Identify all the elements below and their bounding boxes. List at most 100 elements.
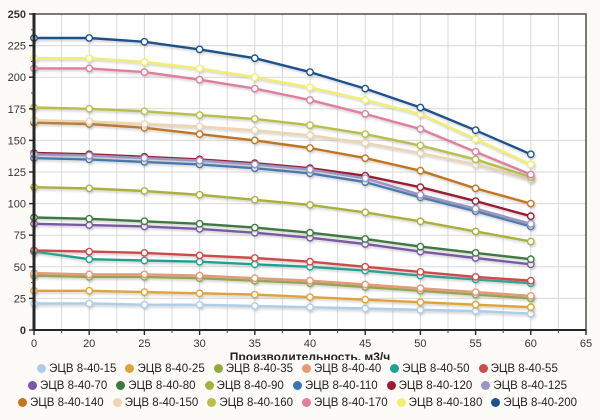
legend-item: ЭЦВ 8-40-15 [37, 363, 116, 375]
legend-dot-icon [390, 364, 400, 373]
x-axis-label-35: 35 [249, 338, 261, 350]
legend-dot-icon [386, 381, 396, 390]
data-point-marker [85, 299, 94, 308]
data-point-marker [140, 107, 149, 116]
data-point-marker [416, 298, 425, 307]
y-axis-label-100: 100 [8, 199, 26, 211]
x-axis-label-60: 60 [525, 338, 537, 350]
legend-item: ЭЦВ 8-40-160 [207, 397, 293, 409]
data-point-marker [195, 271, 204, 280]
data-point-marker [85, 54, 94, 63]
data-point-marker [361, 208, 370, 217]
x-axis-label-25: 25 [138, 338, 150, 350]
series-line-ЭЦВ 8-40-125 [32, 153, 532, 225]
x-axis-label-30: 30 [193, 338, 205, 350]
data-point-marker [361, 280, 370, 289]
legend-item: ЭЦВ 8-40-120 [386, 380, 473, 392]
data-point-marker [250, 223, 259, 232]
series-line-ЭЦВ 8-40-35 [32, 274, 532, 300]
legend-item: ЭЦВ 8-40-70 [27, 380, 108, 392]
data-point-marker [85, 286, 94, 295]
data-point-marker [471, 184, 480, 193]
series-group-1 [30, 299, 535, 318]
data-point-marker [471, 126, 480, 135]
legend-dot-icon [491, 398, 501, 407]
data-point-marker [471, 248, 480, 257]
data-point-marker [306, 96, 314, 104]
data-point-marker [416, 149, 425, 157]
data-point-marker [85, 184, 94, 193]
legend-item-label: ЭЦВ 8-40-170 [314, 397, 388, 409]
data-point-marker [195, 75, 204, 84]
legend-item-label: ЭЦВ 8-40-55 [490, 363, 558, 375]
data-point-marker [416, 141, 425, 150]
y-axis-label-25: 25 [14, 293, 26, 305]
legend-item-label: ЭЦВ 8-40-25 [137, 363, 205, 375]
data-point-marker [361, 154, 370, 163]
data-point-marker [526, 160, 535, 169]
legend-item: ЭЦВ 8-40-90 [204, 380, 284, 392]
legend-dot-icon [27, 381, 37, 390]
data-point-marker [416, 305, 425, 314]
data-point-marker [306, 68, 314, 77]
series-group-12 [30, 150, 535, 228]
data-point-marker [250, 260, 259, 269]
y-axis-label-50: 50 [14, 262, 26, 274]
x-axis-label-55: 55 [469, 338, 481, 350]
data-point-marker [306, 257, 314, 266]
legend-item-label: ЭЦВ 8-40-180 [408, 397, 483, 409]
data-point-marker [306, 131, 314, 140]
data-point-marker [195, 130, 204, 139]
plot-area: 0 25 50 75 100 125 150 175 200 225 250 0 20 25 30 35 40 4… [8, 9, 592, 360]
data-point-marker [85, 270, 94, 279]
data-point-marker [140, 270, 149, 279]
data-point-marker [416, 267, 425, 276]
data-point-marker [306, 83, 314, 92]
data-point-marker [361, 235, 370, 243]
data-point-marker [526, 237, 535, 246]
x-axis-label-65: 65 [580, 338, 592, 350]
data-point-marker [471, 300, 480, 309]
data-point-marker [306, 144, 314, 152]
x-axis-label-50: 50 [414, 338, 426, 350]
data-point-marker [471, 135, 480, 144]
legend-dot-icon [207, 398, 217, 407]
data-point-marker [85, 214, 94, 223]
data-point-marker [85, 104, 94, 113]
data-point-marker [471, 197, 480, 206]
data-point-marker [306, 200, 314, 209]
legend-dot-icon [125, 364, 135, 373]
data-point-marker [526, 219, 535, 228]
series-group-6 [30, 246, 535, 285]
legend-item-label: ЭЦВ 8-40-70 [39, 380, 108, 392]
legend-item: ЭЦВ 8-40-50 [390, 363, 470, 375]
data-point-marker [416, 190, 425, 199]
legend-dot-icon [302, 398, 311, 407]
data-point-marker [526, 276, 535, 285]
legend-item: ЭЦВ 8-40-140 [17, 397, 104, 409]
legend-item-label: ЭЦВ 8-40-50 [402, 363, 470, 375]
data-point-marker [140, 58, 149, 66]
data-point-marker [195, 289, 204, 298]
legend-dot-icon [204, 381, 214, 390]
legend-dot-icon [302, 364, 311, 373]
data-point-marker [195, 190, 204, 199]
data-point-marker [85, 221, 94, 230]
data-point-marker [140, 120, 149, 128]
series-line-ЭЦВ 8-40-150 [32, 119, 532, 181]
x-axis-label-0: 0 [31, 338, 37, 350]
data-point-marker [195, 156, 204, 165]
data-point-marker [526, 291, 535, 300]
data-point-marker [471, 272, 480, 281]
y-axis-label-225: 225 [8, 41, 26, 53]
data-point-marker [306, 276, 314, 285]
data-point-marker [140, 37, 149, 46]
data-point-marker [526, 199, 535, 208]
data-point-marker [471, 155, 480, 164]
data-point-marker [195, 251, 204, 260]
data-point-marker [250, 274, 259, 283]
legend-item-label: ЭЦВ 8-40-120 [398, 380, 473, 392]
data-point-marker [416, 242, 425, 251]
data-point-marker [250, 136, 259, 145]
y-axis-label-175: 175 [8, 104, 26, 116]
